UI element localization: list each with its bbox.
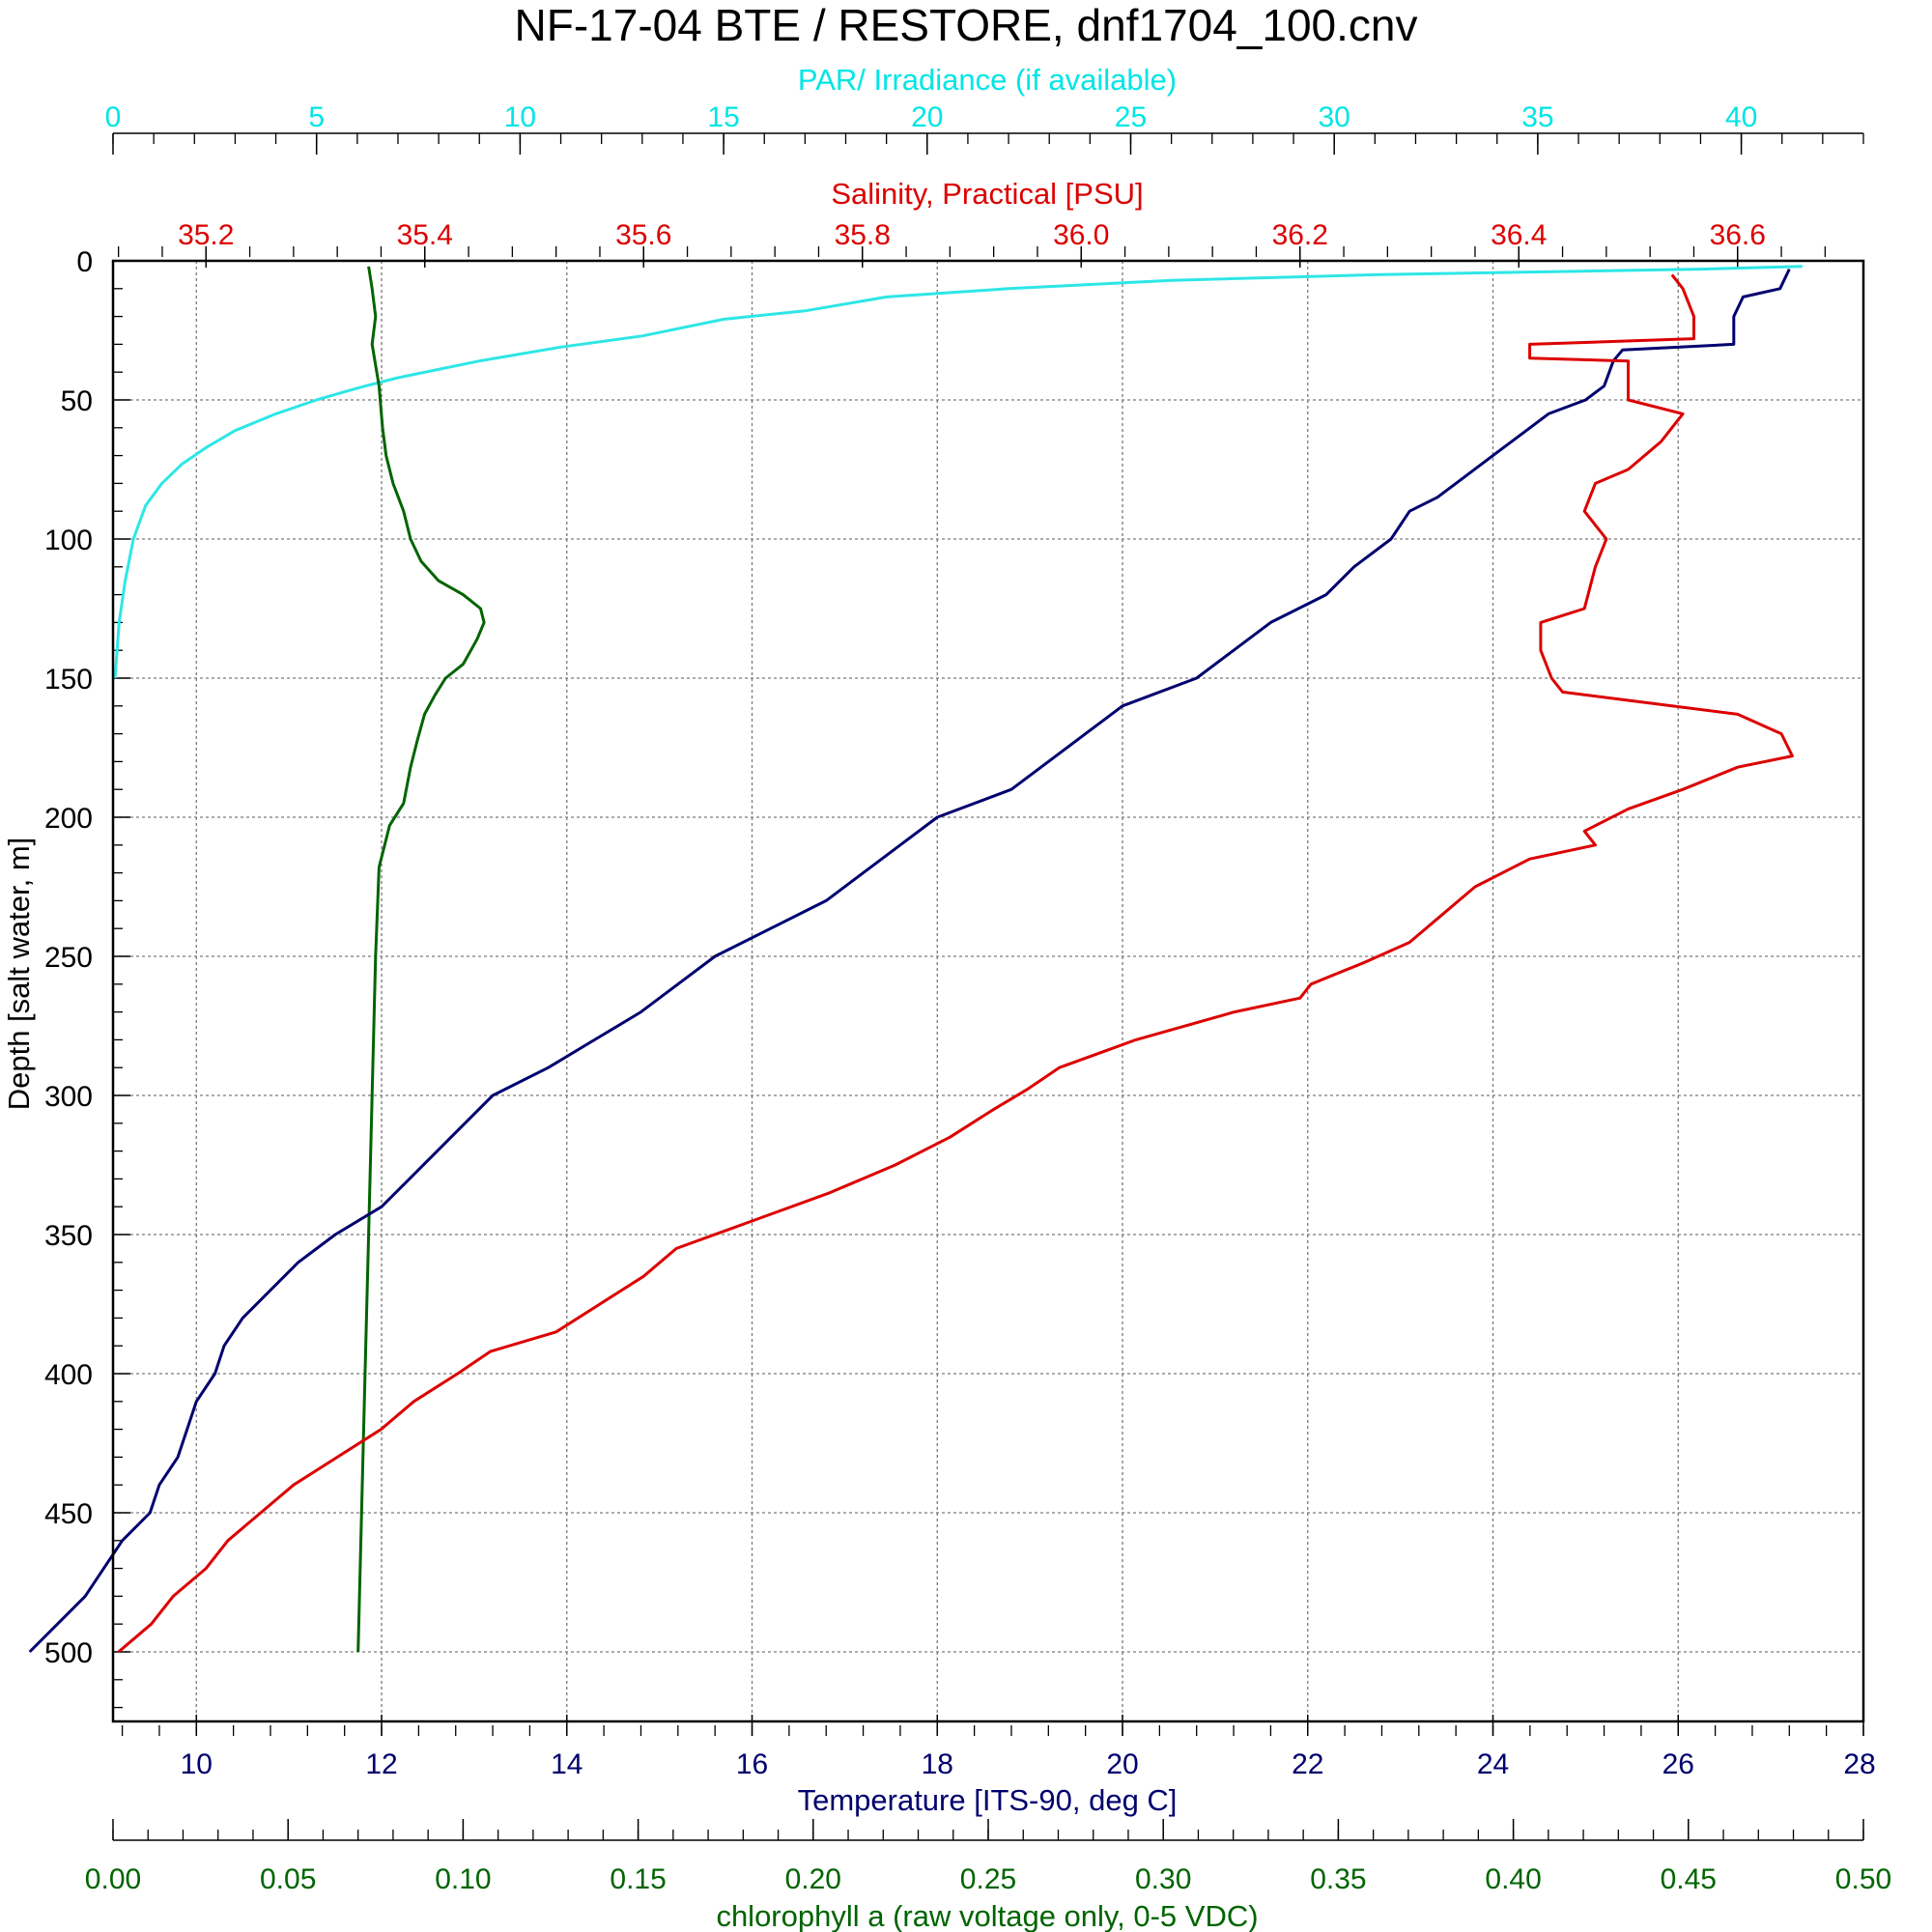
salinity-tick-label: 36.6 <box>1710 219 1766 251</box>
plot-frame <box>111 259 1865 1723</box>
temperature-tick-label: 22 <box>1292 1748 1323 1780</box>
depth-tick-label: 200 <box>44 803 93 835</box>
depth-tick-label: 0 <box>76 246 93 278</box>
salinity-tick-label: 36.0 <box>1053 219 1109 251</box>
chlorophyll-tick-label: 0.10 <box>435 1863 491 1895</box>
par-tick-label: 5 <box>308 101 325 133</box>
chlorophyll-tick-label: 0.00 <box>85 1863 141 1895</box>
salinity-tick-label: 36.4 <box>1491 219 1547 251</box>
temperature-tick-label: 24 <box>1477 1748 1509 1780</box>
depth-tick-label: 400 <box>44 1359 93 1391</box>
depth-tick-label: 250 <box>44 942 93 974</box>
par-tick-label: 10 <box>504 101 536 133</box>
temperature-tick-label: 16 <box>736 1748 768 1780</box>
par-tick-label: 40 <box>1725 101 1757 133</box>
chlorophyll-tick-label: 0.05 <box>260 1863 316 1895</box>
salinity-tick-label: 35.6 <box>615 219 671 251</box>
depth-tick-label: 300 <box>44 1081 93 1113</box>
chlorophyll-tick-label: 0.40 <box>1485 1863 1541 1895</box>
par-tick-label: 15 <box>707 101 739 133</box>
depth-tick-label: 450 <box>44 1498 93 1530</box>
chlorophyll-tick-label: 0.25 <box>960 1863 1016 1895</box>
par-tick-label: 35 <box>1521 101 1553 133</box>
chlorophyll-tick-label: 0.45 <box>1661 1863 1717 1895</box>
salinity-tick-label: 36.2 <box>1272 219 1328 251</box>
chlorophyll-tick-label: 0.50 <box>1835 1863 1891 1895</box>
temperature-tick-label: 10 <box>181 1748 213 1780</box>
salinity-profile-line <box>117 273 1794 1654</box>
chlorophyll-axis-label: chlorophyll a (raw voltage only, 0-5 VDC… <box>716 1899 1258 1932</box>
par-axis-label: PAR/ Irradiance (if available) <box>798 63 1177 97</box>
chlorophyll-tick-label: 0.15 <box>610 1863 666 1895</box>
depth-tick-label: 100 <box>44 525 93 556</box>
temperature-tick-label: 18 <box>922 1748 953 1780</box>
depth-tick-label: 150 <box>44 664 93 696</box>
temperature-tick-label: 12 <box>365 1748 397 1780</box>
chlorophyll-tick-label: 0.20 <box>785 1863 841 1895</box>
salinity-tick-label: 35.8 <box>835 219 891 251</box>
chlorophyll-profile-line <box>356 266 486 1653</box>
par-tick-label: 25 <box>1115 101 1147 133</box>
temperature-profile-line <box>28 268 1791 1654</box>
chart-title: NF-17-04 BTE / RESTORE, dnf1704_100.cnv <box>515 0 1418 50</box>
salinity-axis-label: Salinity, Practical [PSU] <box>831 177 1143 211</box>
temperature-tick-label: 14 <box>551 1748 582 1780</box>
temperature-tick-label: 26 <box>1662 1748 1694 1780</box>
depth-axis-label: Depth [salt water, m] <box>2 838 36 1111</box>
par-tick-label: 20 <box>911 101 943 133</box>
depth-tick-label: 500 <box>44 1637 93 1669</box>
par-tick-label: 0 <box>105 101 122 133</box>
temperature-tick-label: 28 <box>1843 1748 1875 1780</box>
data-series <box>28 265 1803 1654</box>
salinity-tick-label: 35.4 <box>397 219 453 251</box>
temperature-axis-label: Temperature [ITS-90, deg C] <box>798 1783 1178 1817</box>
depth-tick-label: 350 <box>44 1220 93 1252</box>
chlorophyll-tick-label: 0.30 <box>1135 1863 1191 1895</box>
chlorophyll-tick-label: 0.35 <box>1310 1863 1366 1895</box>
depth-tick-label: 50 <box>61 385 93 417</box>
salinity-tick-label: 35.2 <box>178 219 234 251</box>
grid-lines <box>113 260 1864 1721</box>
temperature-tick-label: 20 <box>1106 1748 1138 1780</box>
par-tick-label: 30 <box>1318 101 1350 133</box>
par-profile-line <box>113 265 1803 679</box>
